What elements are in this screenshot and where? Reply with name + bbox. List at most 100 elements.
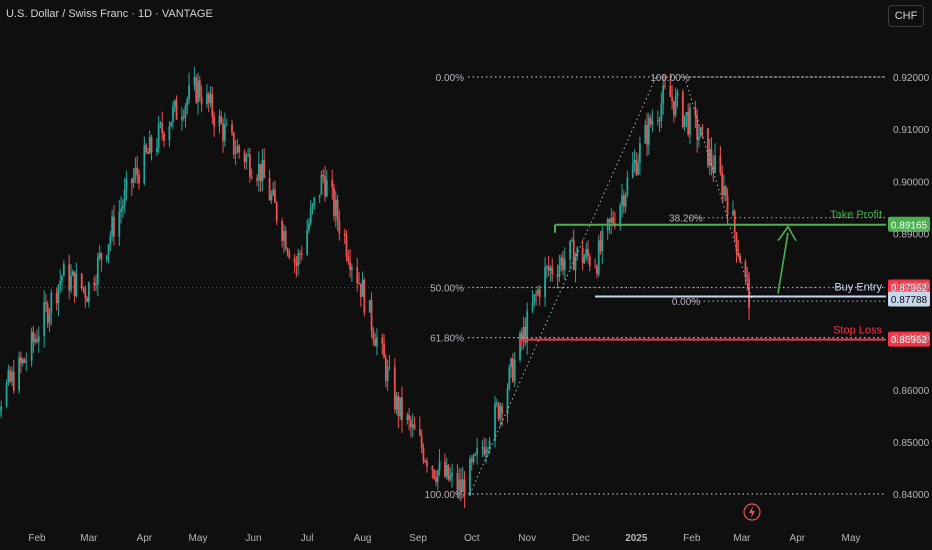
candle-body <box>274 189 276 203</box>
currency-button[interactable]: CHF <box>888 5 924 27</box>
candle-body <box>150 137 153 152</box>
candle-body <box>535 294 538 296</box>
candle-body <box>571 239 573 241</box>
candle-body <box>5 382 8 407</box>
candle-body <box>322 174 325 177</box>
candle-body <box>519 332 521 360</box>
candle-body <box>331 180 334 188</box>
candle-body <box>186 99 189 106</box>
buy-entry-low-badge-label: 0.87788 <box>891 295 928 306</box>
candle-body <box>12 371 15 391</box>
candle-body <box>334 199 337 216</box>
candle-body <box>37 336 40 342</box>
candle-body <box>710 148 713 166</box>
candle-body <box>358 283 360 285</box>
candle-body <box>672 100 675 116</box>
candle-body <box>193 77 196 86</box>
candle-body <box>420 435 423 449</box>
candle-body <box>347 256 350 262</box>
candle-body <box>325 180 328 197</box>
candle-body <box>288 252 291 258</box>
candle-body <box>120 208 122 212</box>
x-tick-label: Sep <box>409 533 427 544</box>
candle-body <box>71 271 74 276</box>
candle-body <box>206 93 208 105</box>
candle-body <box>531 302 534 311</box>
buy-entry-text: Buy Entry <box>834 281 882 293</box>
candle-body <box>422 448 425 462</box>
candle-body <box>107 244 110 256</box>
candle-body <box>622 195 625 207</box>
candle-body <box>501 405 504 414</box>
candle-body <box>644 125 647 144</box>
candle-body <box>195 77 198 103</box>
candle-body <box>576 247 579 257</box>
fib-level-label: 50.00% <box>430 283 464 294</box>
candle-body <box>46 304 49 324</box>
candle-body <box>447 464 450 480</box>
y-tick-label: 0.91000 <box>893 125 930 136</box>
candles <box>0 66 750 509</box>
candle-body <box>184 105 187 118</box>
stop-loss-badge <box>888 331 930 347</box>
candle-body <box>61 276 63 281</box>
candle-body <box>256 178 258 181</box>
candle-body <box>631 164 634 178</box>
fib-trend-line <box>469 76 657 495</box>
candle-body <box>381 337 384 344</box>
candle-body <box>556 274 559 277</box>
candle-body <box>25 361 28 363</box>
candle-body <box>481 447 484 449</box>
candle-body <box>619 205 622 227</box>
candle-body <box>612 217 614 224</box>
candle-body <box>118 211 121 237</box>
fib-level-label: 100.00% <box>650 73 690 84</box>
candle-body <box>175 100 178 120</box>
candle-body <box>368 299 371 313</box>
candle-body <box>656 120 659 122</box>
candle-body <box>401 397 403 421</box>
candle-body <box>345 235 348 257</box>
candle-body <box>113 216 115 237</box>
candle-body <box>123 189 126 206</box>
candle-body <box>374 339 377 347</box>
candle-body <box>621 195 623 206</box>
candle-body <box>714 155 716 173</box>
candle-body <box>259 163 262 182</box>
candle-body <box>726 195 729 215</box>
candle-body <box>268 178 271 201</box>
candle-body <box>744 262 747 275</box>
axes: 0.92000 0.91000 0.90000 0.89000 0.88000 0.870… <box>28 73 929 544</box>
y-tick-label: 0.87000 <box>893 334 930 345</box>
x-tick-label: Feb <box>28 533 46 544</box>
candle-body <box>433 469 436 479</box>
x-tick-label: Feb <box>683 533 701 544</box>
candle-body <box>658 120 661 122</box>
candle-body <box>232 132 235 155</box>
fib-level-label: 0.00% <box>672 297 700 308</box>
x-tick-label: Mar <box>80 533 98 544</box>
candle-body <box>297 253 300 266</box>
candle-body <box>19 357 22 364</box>
flash-icon <box>743 503 761 521</box>
candle-body <box>32 331 35 342</box>
candle-body <box>443 461 446 477</box>
candle-body <box>522 326 525 341</box>
candle-body <box>689 107 691 135</box>
candle-body <box>170 122 173 127</box>
candle-body <box>418 429 421 436</box>
candle-body <box>706 128 709 166</box>
candle-body <box>698 136 700 140</box>
candle-body <box>0 406 3 411</box>
candle-body <box>157 123 160 148</box>
y-tick-label: 0.90000 <box>893 177 930 188</box>
x-tick-label: Mar <box>733 533 751 544</box>
candle-body <box>70 275 72 291</box>
candle-body <box>388 366 391 368</box>
candle-body <box>596 266 598 275</box>
candle-body <box>545 266 548 268</box>
candle-body <box>132 176 135 184</box>
candle-body <box>660 103 663 121</box>
candle-body <box>583 257 586 264</box>
